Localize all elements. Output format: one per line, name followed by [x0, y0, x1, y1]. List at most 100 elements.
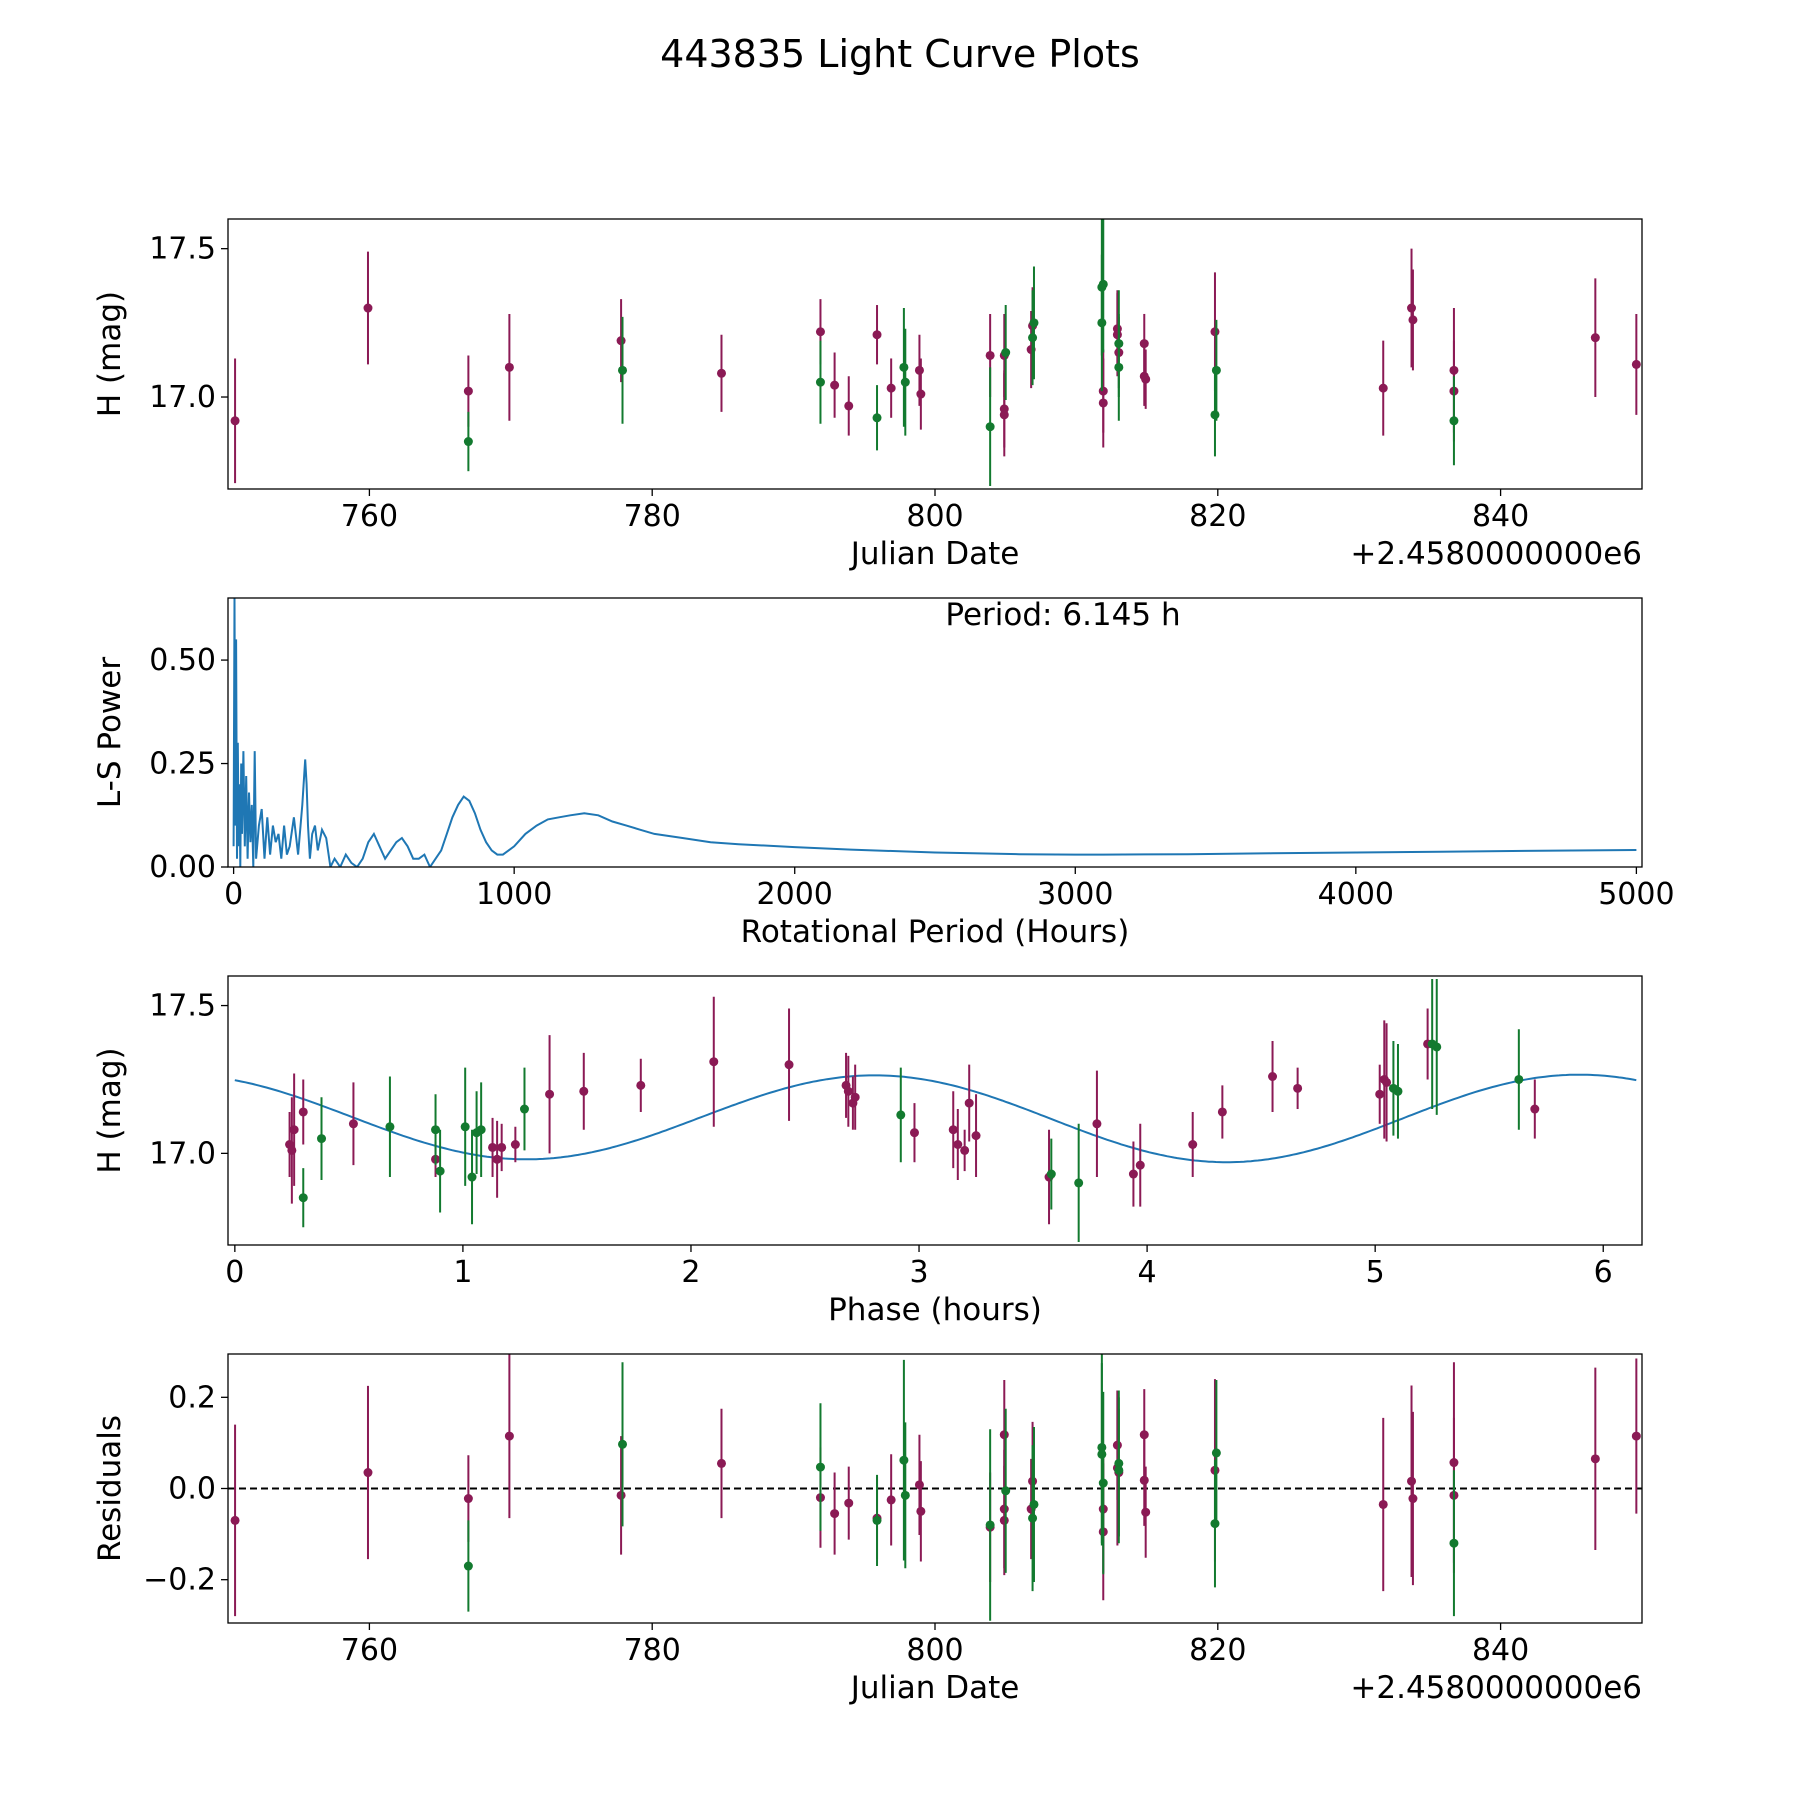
magenta-data-point [363, 303, 373, 313]
x-tick-label: 3 [909, 1255, 928, 1290]
green-data-point [896, 1110, 906, 1120]
lightcurve-plot-area [230, 219, 1641, 487]
magenta-data-point [1530, 1104, 1540, 1114]
x-tick-label: 820 [1189, 1633, 1246, 1668]
green-data-point [815, 377, 825, 387]
magenta-data-point [1407, 303, 1417, 313]
y-tick-label: 17.5 [149, 989, 216, 1024]
magenta-data-point [948, 1125, 958, 1135]
magenta-data-point [497, 1142, 507, 1152]
green-data-point [519, 1104, 529, 1114]
x-tick-label: 780 [624, 1633, 681, 1668]
magenta-data-point [510, 1139, 520, 1149]
magenta-data-point [230, 1515, 240, 1525]
y-tick-label: 0.50 [149, 643, 216, 678]
x-tick-label: 5000 [1598, 877, 1674, 912]
green-data-point [1097, 1449, 1107, 1459]
magenta-data-point [363, 1468, 373, 1478]
magenta-data-point [709, 1057, 719, 1067]
periodogram-frame [227, 597, 1643, 868]
green-data-point [899, 362, 909, 372]
magenta-data-point [971, 1131, 981, 1141]
y-tick-label: 0.2 [168, 1380, 216, 1415]
magenta-data-point [616, 1490, 626, 1500]
periodogram-panel: 0 1000 2000 3000 4000 5000 0.00 0.25 0.50 Rotatio… [92, 597, 1675, 950]
magenta-series [285, 996, 1540, 1225]
green-data-point [815, 1462, 825, 1472]
magenta-data-point [844, 401, 854, 411]
magenta-data-point [843, 1086, 853, 1096]
magenta-data-point [850, 1092, 860, 1102]
x-tick-label: 840 [1472, 1633, 1529, 1668]
periodogram-plot-area [232, 598, 1637, 867]
green-data-point [1114, 1465, 1124, 1475]
magenta-data-point [964, 1098, 974, 1108]
magenta-data-point [1631, 359, 1641, 369]
y-axis-label: H (mag) [92, 291, 128, 417]
green-data-point [1114, 339, 1124, 349]
x-tick-label: 820 [1189, 499, 1246, 534]
magenta-data-point [916, 389, 926, 399]
green-data-point [900, 1490, 910, 1500]
magenta-data-point [844, 1498, 854, 1508]
x-axis-label: Rotational Period (Hours) [741, 914, 1130, 950]
green-data-point [1449, 416, 1459, 426]
green-data-point [1211, 365, 1221, 375]
green-data-point [1028, 333, 1038, 343]
green-data-point [1514, 1074, 1524, 1084]
magenta-data-point [1139, 1475, 1149, 1485]
magenta-data-point [830, 1509, 840, 1519]
magenta-data-point [1408, 1494, 1418, 1504]
x-axis-label: Phase (hours) [828, 1292, 1042, 1328]
green-data-point [431, 1125, 441, 1135]
figure-title: 443835 Light Curve Plots [660, 32, 1140, 76]
green-data-point [1098, 279, 1108, 289]
periodogram-line [232, 598, 1637, 867]
x-tick-label: 1000 [476, 877, 552, 912]
green-data-point [1432, 1042, 1442, 1052]
green-data-point [900, 377, 910, 387]
y-tick-label: 0.25 [149, 747, 216, 782]
green-data-point [872, 413, 882, 423]
x-tick-label: 840 [1472, 499, 1529, 534]
magenta-data-point [716, 368, 726, 378]
magenta-series [230, 1354, 1641, 1617]
magenta-data-point [914, 365, 924, 375]
phased-panel: 0 1 2 3 4 5 6 17.0 17.5 Phase (hours) H (mag) [92, 975, 1643, 1328]
magenta-data-point [463, 386, 473, 396]
magenta-data-point [1268, 1072, 1278, 1082]
y-tick-label: 0.00 [149, 850, 216, 885]
green-data-point [1001, 1486, 1011, 1496]
magenta-data-point [716, 1458, 726, 1468]
magenta-data-point [872, 330, 882, 340]
x-tick-label: 1 [453, 1255, 472, 1290]
magenta-data-point [1590, 1454, 1600, 1464]
magenta-data-point [1141, 374, 1151, 384]
green-data-point [460, 1122, 470, 1132]
green-series [298, 978, 1524, 1243]
magenta-data-point [999, 1515, 1009, 1525]
green-data-point [298, 1193, 308, 1203]
magenta-data-point [579, 1086, 589, 1096]
y-tick-label: −0.2 [143, 1563, 216, 1598]
magenta-data-point [909, 1128, 919, 1138]
green-data-point [435, 1166, 445, 1176]
green-data-point [467, 1172, 477, 1182]
green-data-point [1098, 1478, 1108, 1488]
green-series [463, 1354, 1459, 1621]
magenta-data-point [1098, 398, 1108, 408]
period-annotation: Period: 6.145 h [945, 597, 1180, 633]
magenta-data-point [1408, 315, 1418, 325]
green-data-point [1028, 1513, 1038, 1523]
magenta-data-point [492, 1154, 502, 1164]
magenta-data-point [1590, 333, 1600, 343]
magenta-data-point [1631, 1431, 1641, 1441]
magenta-data-point [348, 1119, 358, 1129]
magenta-data-point [1141, 1507, 1151, 1517]
green-data-point [1074, 1178, 1084, 1188]
x-tick-label: 2 [681, 1255, 700, 1290]
magenta-data-point [1375, 1089, 1385, 1099]
green-data-point [476, 1125, 486, 1135]
green-data-point [985, 422, 995, 432]
